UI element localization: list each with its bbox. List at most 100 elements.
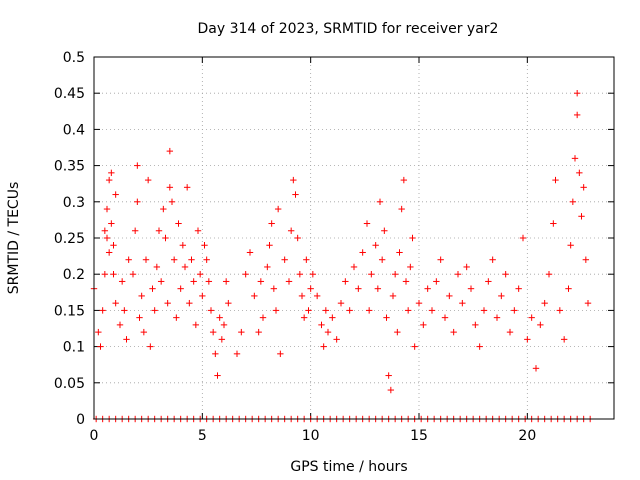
y-tick-label: 0.2 [63, 267, 85, 283]
y-tick-label: 0.1 [63, 340, 85, 356]
data-point [101, 227, 109, 234]
data-point [532, 365, 540, 372]
x-tick-label: 15 [410, 428, 428, 444]
data-point [203, 256, 210, 263]
data-point [550, 220, 557, 227]
data-point [108, 220, 115, 227]
data-point [166, 147, 174, 155]
data-point [398, 205, 405, 213]
data-point [162, 234, 169, 242]
x-tick-label: 20 [518, 428, 536, 444]
data-point [196, 271, 204, 278]
data-point [584, 299, 592, 307]
data-point [292, 191, 299, 198]
chart-title: Day 314 of 2023, SRMTID for receiver yar… [198, 21, 499, 37]
y-tick-label: 0.3 [63, 195, 85, 211]
x-tick-label: 10 [302, 428, 320, 444]
data-point [192, 321, 200, 329]
data-point [576, 169, 583, 177]
data-point [309, 271, 317, 278]
data-point [571, 155, 579, 162]
data-point [389, 292, 397, 300]
data-point [372, 242, 379, 249]
data-point [383, 314, 390, 321]
data-point [134, 162, 141, 169]
data-point [131, 227, 139, 234]
data-point [251, 292, 258, 300]
data-point [149, 285, 156, 292]
y-tick-label: 0.25 [54, 231, 85, 247]
data-point [125, 256, 132, 263]
data-point [225, 299, 232, 307]
data-point [300, 314, 308, 321]
data-point [378, 256, 386, 263]
data-point [528, 314, 535, 321]
data-point [441, 314, 449, 321]
data-point [391, 271, 399, 278]
data-point [376, 198, 384, 205]
data-point [368, 271, 375, 278]
data-point [177, 285, 184, 292]
grid [94, 57, 614, 419]
y-axis-label: SRMTID / TECUs [6, 182, 22, 295]
data-point [298, 292, 306, 300]
data-point [179, 242, 187, 249]
data-point [472, 321, 479, 329]
data-point [274, 205, 282, 213]
data-point [105, 249, 113, 256]
data-point [493, 314, 501, 321]
data-point [259, 314, 267, 321]
data-point [214, 372, 221, 379]
data-point [212, 350, 219, 358]
data-point [277, 350, 284, 358]
data-point [281, 256, 288, 263]
data-point [123, 336, 130, 343]
data-point [454, 271, 462, 278]
y-tick-label: 0.4 [63, 122, 85, 138]
data-point [437, 256, 444, 263]
data-point [329, 314, 336, 321]
data-point [396, 249, 403, 256]
data-point [381, 227, 388, 234]
data-point [255, 328, 262, 336]
y-tick-label: 0 [76, 412, 85, 428]
data-point [108, 169, 115, 177]
data-point [105, 176, 113, 184]
data-point [305, 307, 312, 314]
data-point [175, 220, 182, 227]
data-point [355, 285, 362, 292]
data-point [537, 321, 544, 329]
data-point [181, 263, 189, 271]
x-axis-label: GPS time / hours [290, 459, 407, 475]
data-point [264, 263, 271, 271]
data-point [580, 184, 587, 191]
x-tick-label: 5 [198, 428, 207, 444]
data-point [233, 350, 241, 358]
data-point [188, 256, 195, 263]
data-point [567, 242, 574, 249]
data-point [194, 227, 202, 234]
data-point [168, 198, 176, 205]
data-point [350, 263, 358, 271]
data-point [266, 242, 273, 249]
data-point [524, 336, 531, 343]
data-point [103, 234, 111, 242]
data-point [270, 285, 278, 292]
data-point [121, 307, 128, 314]
data-point [238, 328, 245, 336]
y-tick-label: 0.15 [54, 303, 85, 319]
data-point [565, 285, 572, 292]
data-point [287, 227, 295, 234]
data-point [578, 213, 585, 220]
x-tick-label: 0 [90, 428, 99, 444]
data-point [400, 176, 408, 184]
data-point [138, 292, 145, 300]
data-point [201, 242, 208, 249]
data-point [374, 285, 382, 292]
data-point [545, 271, 553, 278]
data-point [569, 198, 577, 205]
data-point [220, 321, 228, 329]
data-point [446, 292, 453, 300]
data-point [157, 278, 165, 285]
